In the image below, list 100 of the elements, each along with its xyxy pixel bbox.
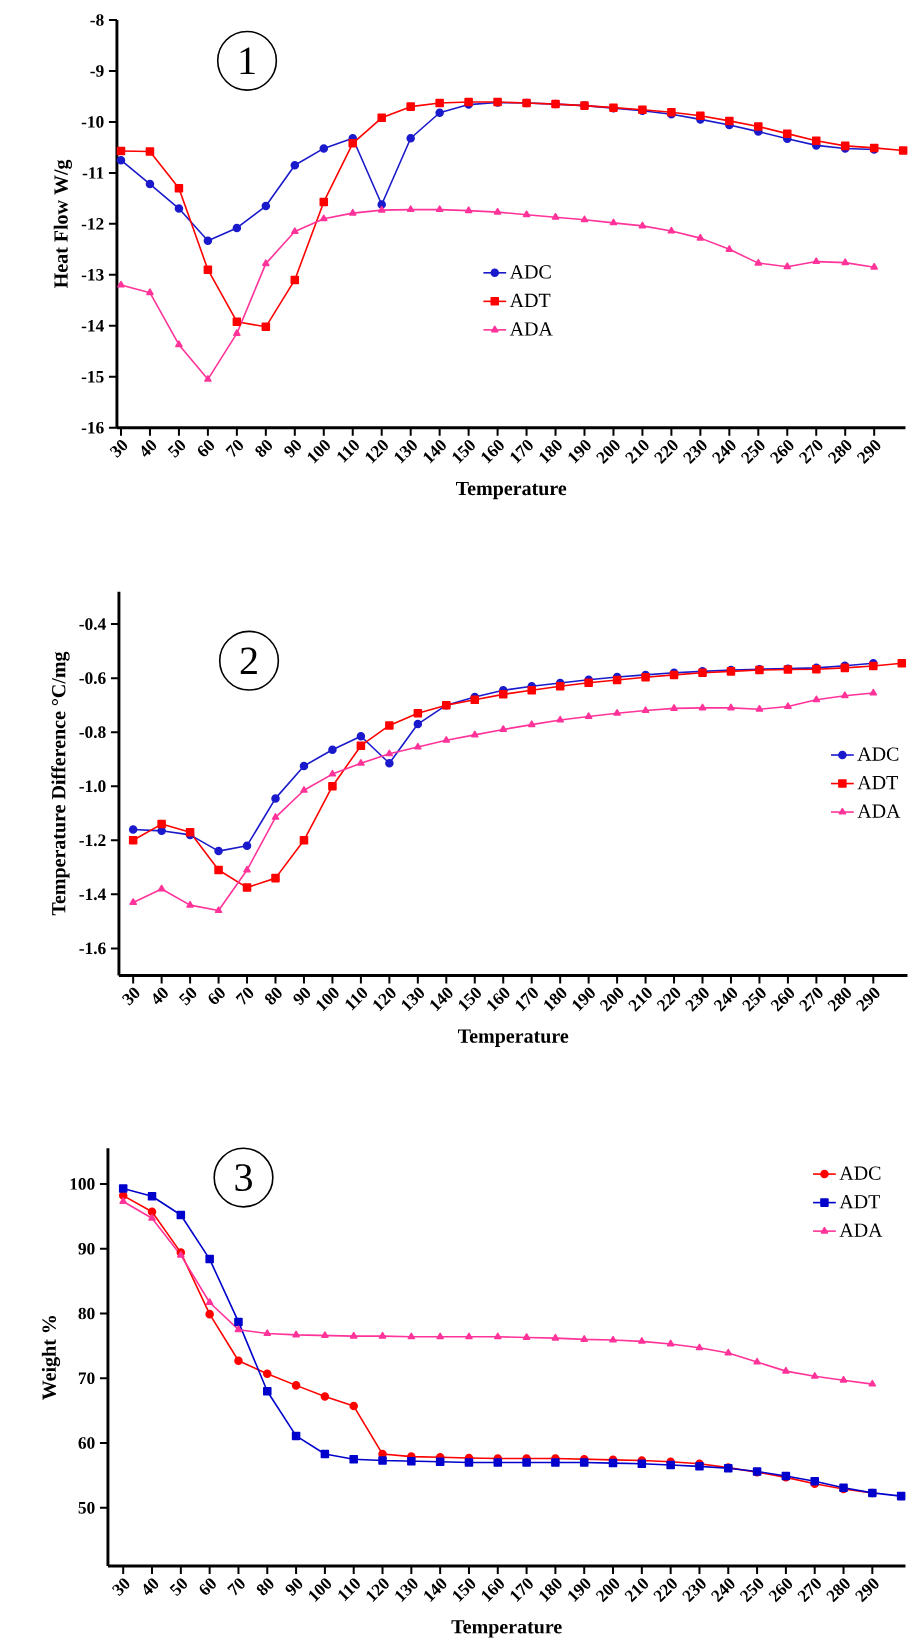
x-tick-label: 150 bbox=[458, 987, 481, 1012]
x-tick-label: 200 bbox=[599, 987, 624, 1012]
y-axis-title: Weight % bbox=[41, 1316, 60, 1400]
x-tick-label: 250 bbox=[740, 440, 765, 464]
x-tick-label: 180 bbox=[543, 987, 567, 1012]
x-tick-label: 220 bbox=[653, 440, 678, 464]
y-tick-label: -0.4 bbox=[79, 618, 106, 630]
x-tick-label: 50 bbox=[169, 1578, 187, 1597]
x-tick-label: 170 bbox=[510, 440, 533, 464]
x-tick-label: 240 bbox=[711, 440, 736, 464]
legend-label: ADA bbox=[857, 804, 901, 818]
x-tick-label: 230 bbox=[682, 440, 707, 464]
y-tick-label: -8 bbox=[90, 14, 104, 26]
x-tick-label: 170 bbox=[515, 987, 538, 1012]
x-tick-label: 120 bbox=[373, 987, 396, 1012]
x-tick-label: 30 bbox=[109, 440, 127, 458]
x-tick-label: 110 bbox=[338, 1578, 360, 1602]
x-tick-label: 130 bbox=[394, 440, 417, 464]
x-tick-label: 60 bbox=[199, 1578, 216, 1595]
x-tick-label: 270 bbox=[798, 440, 823, 464]
x-tick-label: 240 bbox=[713, 987, 737, 1012]
x-tick-label: 60 bbox=[197, 440, 214, 457]
x-tick-label: 70 bbox=[225, 440, 243, 458]
y-tick-label: -11 bbox=[82, 167, 104, 179]
x-axis-title: Temperature bbox=[451, 1620, 562, 1638]
x-tick-label: 230 bbox=[684, 987, 709, 1012]
x-tick-label: 90 bbox=[285, 1578, 303, 1596]
y-tick-label: -16 bbox=[81, 421, 104, 434]
x-tick-label: 250 bbox=[739, 1578, 764, 1603]
x-tick-label: 190 bbox=[567, 1578, 591, 1602]
annotation: 2 bbox=[240, 647, 257, 674]
x-axis-title: Temperature bbox=[455, 481, 567, 500]
x-tick-label: 290 bbox=[854, 1578, 879, 1603]
y-tick-label: -10 bbox=[81, 116, 104, 128]
y-tick-label: -1.6 bbox=[79, 942, 106, 955]
x-tick-label: 150 bbox=[452, 440, 475, 464]
x-tick-label: 280 bbox=[826, 1578, 850, 1603]
x-tick-label: 90 bbox=[293, 987, 310, 1006]
x-tick-label: 50 bbox=[167, 440, 185, 458]
x-tick-label: 180 bbox=[539, 1578, 562, 1602]
y-tick-label: -14 bbox=[81, 320, 104, 332]
x-tick-label: 210 bbox=[628, 987, 652, 1012]
x-tick-label: 270 bbox=[798, 987, 823, 1012]
annotation: 3 bbox=[235, 1164, 252, 1192]
y-tick-label: 70 bbox=[78, 1372, 95, 1385]
legend-label: ADC bbox=[857, 747, 899, 761]
x-tick-label: 280 bbox=[827, 440, 852, 464]
x-tick-label: 260 bbox=[768, 1578, 792, 1603]
x-tick-label: 140 bbox=[430, 987, 453, 1012]
x-tick-label: 100 bbox=[307, 440, 330, 464]
y-tick-label: -0.8 bbox=[79, 726, 106, 739]
x-tick-label: 200 bbox=[595, 1578, 619, 1603]
x-tick-label: 150 bbox=[452, 1578, 475, 1602]
annotation: 1 bbox=[240, 47, 255, 74]
legend-label: ADC bbox=[839, 1166, 881, 1180]
y-tick-label: -12 bbox=[81, 218, 104, 230]
y-tick-label: 60 bbox=[78, 1437, 95, 1449]
x-tick-label: 250 bbox=[741, 987, 766, 1012]
y-axis-title: Heat Flow W/g bbox=[53, 159, 72, 288]
x-tick-label: 260 bbox=[769, 440, 794, 464]
x-axis-title: Temperature bbox=[457, 1029, 568, 1047]
x-tick-label: 220 bbox=[656, 987, 681, 1012]
x-tick-label: 290 bbox=[856, 440, 881, 464]
y-tick-label: -0.6 bbox=[79, 672, 106, 685]
x-tick-label: 180 bbox=[539, 440, 562, 464]
x-tick-label: 160 bbox=[487, 987, 510, 1012]
x-tick-label: 90 bbox=[284, 440, 301, 458]
x-tick-label: 210 bbox=[624, 1578, 648, 1603]
x-tick-label: 260 bbox=[770, 987, 794, 1012]
x-tick-label: 70 bbox=[226, 1578, 245, 1596]
legend-label: ADA bbox=[509, 322, 553, 336]
x-tick-label: 110 bbox=[337, 440, 359, 463]
x-tick-label: 120 bbox=[366, 1578, 389, 1602]
y-tick-label: -15 bbox=[81, 370, 104, 383]
y-tick-label: -13 bbox=[81, 269, 104, 281]
x-tick-label: 40 bbox=[141, 440, 156, 457]
y-tick-label: 100 bbox=[70, 1178, 95, 1190]
legend-label: ADT bbox=[857, 775, 898, 790]
x-tick-label: 130 bbox=[395, 1578, 418, 1602]
x-tick-label: 220 bbox=[653, 1578, 677, 1603]
x-tick-label: 190 bbox=[572, 987, 595, 1012]
y-tick-label: 50 bbox=[78, 1501, 95, 1514]
x-tick-label: 130 bbox=[401, 987, 424, 1012]
x-tick-label: 270 bbox=[797, 1578, 821, 1603]
x-tick-label: 190 bbox=[568, 440, 591, 464]
x-tick-label: 280 bbox=[827, 987, 851, 1012]
x-tick-label: 210 bbox=[624, 440, 649, 464]
legend-label: ADT bbox=[839, 1195, 880, 1209]
x-tick-label: 40 bbox=[153, 987, 168, 1005]
y-tick-label: -1.2 bbox=[79, 834, 106, 847]
x-tick-label: 290 bbox=[855, 987, 880, 1012]
x-tick-label: 30 bbox=[121, 987, 140, 1006]
legend-label: ADC bbox=[509, 265, 551, 279]
x-tick-label: 80 bbox=[255, 440, 272, 457]
x-tick-label: 40 bbox=[143, 1578, 158, 1595]
legend-label: ADA bbox=[839, 1223, 883, 1237]
x-tick-label: 100 bbox=[316, 987, 339, 1012]
x-tick-label: 80 bbox=[264, 987, 282, 1005]
x-tick-label: 110 bbox=[345, 987, 367, 1011]
y-tick-label: -1.0 bbox=[79, 780, 106, 793]
